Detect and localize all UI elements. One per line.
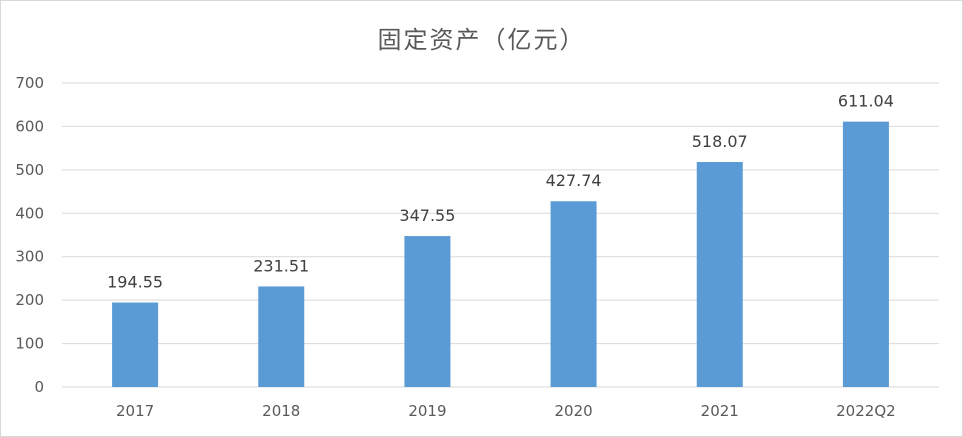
y-tick-label: 500 bbox=[15, 161, 44, 179]
y-tick-label: 400 bbox=[15, 204, 44, 222]
data-label: 518.07 bbox=[692, 132, 748, 151]
data-label: 611.04 bbox=[838, 92, 894, 111]
bar bbox=[696, 162, 743, 387]
bar bbox=[842, 121, 889, 387]
y-tick-label: 700 bbox=[15, 74, 44, 92]
y-tick-label: 100 bbox=[15, 335, 44, 353]
bar bbox=[404, 236, 451, 387]
data-label: 427.74 bbox=[546, 171, 602, 190]
x-tick-label: 2017 bbox=[116, 402, 154, 420]
bar bbox=[258, 286, 305, 387]
data-labels: 194.55 231.51 347.55 427.74 518.07 611.04 bbox=[107, 92, 894, 292]
y-axis-ticks: 0 100 200 300 400 500 600 700 bbox=[15, 74, 44, 396]
x-tick-label: 2018 bbox=[262, 402, 300, 420]
chart-title: 固定资产（亿元） bbox=[377, 26, 586, 54]
data-label: 194.55 bbox=[107, 273, 163, 292]
x-axis-ticks: 2017 2018 2019 2020 2021 2022Q2 bbox=[116, 402, 896, 420]
x-tick-label: 2022Q2 bbox=[836, 402, 896, 420]
y-tick-label: 0 bbox=[34, 378, 44, 396]
data-label: 231.51 bbox=[253, 256, 309, 275]
data-label: 347.55 bbox=[399, 206, 455, 225]
x-tick-label: 2020 bbox=[554, 402, 592, 420]
bar bbox=[550, 201, 597, 387]
bar bbox=[112, 302, 159, 387]
x-tick-label: 2021 bbox=[701, 402, 739, 420]
y-tick-label: 600 bbox=[15, 117, 44, 135]
bars bbox=[112, 121, 889, 387]
y-tick-label: 200 bbox=[15, 291, 44, 309]
gridlines bbox=[62, 82, 939, 388]
y-tick-label: 300 bbox=[15, 248, 44, 266]
x-tick-label: 2019 bbox=[408, 402, 446, 420]
